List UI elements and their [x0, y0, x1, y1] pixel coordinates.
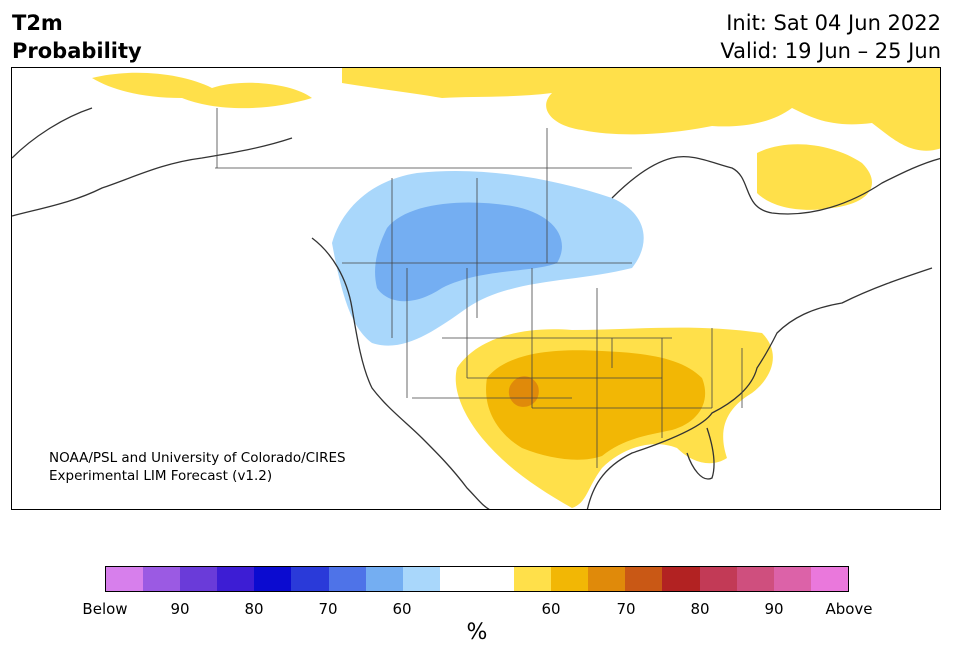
colorbar-tick-label: Above	[825, 600, 873, 618]
colorbar-cell	[476, 567, 515, 591]
colorbar-cell	[254, 567, 292, 591]
map-title: T2m Probability	[12, 9, 142, 65]
colorbar-tick-label: 70	[318, 600, 338, 618]
map-panel	[11, 67, 941, 510]
colorbar-tick-label: 60	[392, 600, 412, 618]
colorbar-cell	[551, 567, 589, 591]
valid-period: Valid: 19 Jun – 25 Jun	[720, 39, 941, 63]
colorbar-cell	[328, 567, 366, 591]
colorbar-cell	[699, 567, 737, 591]
colorbar-cell	[106, 567, 144, 591]
warm-area-yukon	[92, 72, 312, 109]
colorbar-cell	[180, 567, 218, 591]
colorbar-unit-label: %	[466, 620, 488, 645]
cool-area-northern-plains-inner	[375, 202, 562, 302]
colorbar-cell	[514, 567, 552, 591]
colorbar-cell	[736, 567, 774, 591]
colorbar-cell	[291, 567, 329, 591]
colorbar-cell	[773, 567, 811, 591]
colorbar-cell	[402, 567, 440, 591]
colorbar-cell	[143, 567, 181, 591]
colorbar-tick-label: 90	[764, 600, 784, 618]
credit-text: NOAA/PSL and University of Colorado/CIRE…	[49, 449, 346, 485]
title-line-2: Probability	[12, 39, 142, 63]
colorbar-tick-label: 70	[616, 600, 636, 618]
init-date: Init: Sat 04 Jun 2022	[726, 11, 941, 35]
colorbar-tick-label: 60	[541, 600, 561, 618]
forecast-dates: Init: Sat 04 Jun 2022 Valid: 19 Jun – 25…	[720, 9, 941, 65]
credit-line-1: NOAA/PSL and University of Colorado/CIRE…	[49, 450, 346, 466]
warm-area-south-central-inner	[486, 350, 706, 460]
colorbar-cell	[588, 567, 626, 591]
coastlines	[12, 107, 940, 509]
title-line-1: T2m	[12, 11, 63, 35]
colorbar-cell	[662, 567, 700, 591]
colorbar-tick-label: 80	[690, 600, 710, 618]
warm-area-new-mexico-core	[508, 376, 539, 407]
warm-area-quebec	[757, 144, 872, 210]
colorbar-cell	[625, 567, 663, 591]
map-canvas	[12, 68, 940, 509]
colorbar-cell	[439, 567, 477, 591]
colorbar-cell	[810, 567, 848, 591]
warm-area-arctic-islands	[342, 68, 940, 151]
colorbar-tick-label: Below	[82, 600, 128, 618]
political-borders	[215, 108, 743, 468]
colorbar-cell	[217, 567, 255, 591]
colorbar-tick-label: 80	[244, 600, 264, 618]
colorbar-tick-label: 90	[170, 600, 190, 618]
colorbar	[105, 566, 849, 592]
colorbar-cell	[365, 567, 403, 591]
credit-line-2: Experimental LIM Forecast (v1.2)	[49, 468, 273, 484]
probability-shading	[92, 68, 940, 508]
